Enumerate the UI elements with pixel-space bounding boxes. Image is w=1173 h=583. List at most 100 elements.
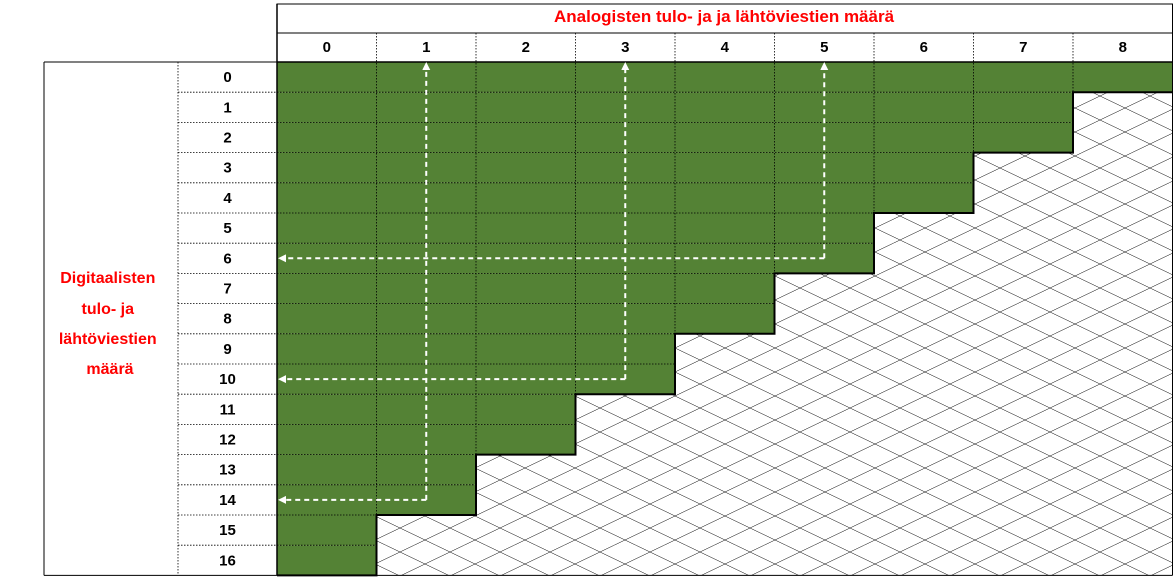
- allowed-cell: [476, 333, 576, 364]
- disallowed-cell: [675, 545, 775, 576]
- column-numbers: 0 1 2 3 4 5 6 7 8: [323, 39, 1127, 56]
- disallowed-cell: [675, 364, 775, 395]
- column-number: 7: [1019, 39, 1027, 56]
- row-number: 4: [223, 190, 232, 207]
- disallowed-cell: [973, 303, 1073, 334]
- disallowed-cell: [1073, 243, 1173, 274]
- allowed-cell: [277, 152, 377, 183]
- allowed-cell: [277, 92, 377, 123]
- allowed-cell: [277, 273, 377, 304]
- disallowed-cell: [973, 213, 1073, 244]
- row-number: 0: [223, 69, 231, 86]
- allowed-cell: [277, 213, 377, 244]
- disallowed-cell: [774, 484, 874, 515]
- allowed-cell: [277, 122, 377, 153]
- disallowed-cell: [675, 424, 775, 455]
- allowed-cell: [874, 182, 974, 213]
- allowed-cell: [376, 424, 476, 455]
- disallowed-cell: [874, 484, 974, 515]
- allowed-cell: [476, 213, 576, 244]
- disallowed-cell: [874, 303, 974, 334]
- allowed-cell: [277, 515, 377, 546]
- allowed-cell: [675, 122, 775, 153]
- row-number: 3: [223, 160, 231, 177]
- disallowed-cell: [1073, 92, 1173, 123]
- disallowed-cell: [1073, 515, 1173, 546]
- disallowed-cell: [1073, 364, 1173, 395]
- disallowed-cell: [973, 545, 1073, 576]
- row-number: 15: [219, 522, 236, 539]
- disallowed-cell: [1073, 333, 1173, 364]
- allowed-cell: [277, 394, 377, 425]
- disallowed-cell: [774, 364, 874, 395]
- allowed-cell: [277, 424, 377, 455]
- allowed-cell: [675, 213, 775, 244]
- allowed-cell: [476, 152, 576, 183]
- disallowed-cell: [575, 454, 675, 485]
- row-number: 14: [219, 492, 236, 509]
- column-number: 1: [422, 39, 430, 56]
- disallowed-cell: [1073, 303, 1173, 334]
- row-number: 1: [223, 99, 231, 116]
- grid-cells: [277, 62, 1173, 576]
- disallowed-cell: [774, 515, 874, 546]
- allowed-cell: [476, 424, 576, 455]
- allowed-cell: [774, 92, 874, 123]
- allowed-cell: [476, 122, 576, 153]
- allowed-cell: [675, 182, 775, 213]
- disallowed-cell: [874, 213, 974, 244]
- disallowed-cell: [575, 484, 675, 515]
- allowed-cell: [874, 92, 974, 123]
- disallowed-cell: [675, 394, 775, 425]
- allowed-cell: [675, 273, 775, 304]
- allowed-cell: [1073, 62, 1173, 93]
- disallowed-cell: [1073, 394, 1173, 425]
- disallowed-cell: [1073, 273, 1173, 304]
- allowed-cell: [973, 122, 1073, 153]
- disallowed-cell: [973, 333, 1073, 364]
- allowed-cell: [675, 92, 775, 123]
- disallowed-cell: [1073, 152, 1173, 183]
- disallowed-cell: [874, 273, 974, 304]
- row-axis-title-line: määrä: [86, 361, 133, 378]
- row-number: 7: [223, 281, 231, 298]
- disallowed-cell: [575, 394, 675, 425]
- allowed-boundary: [277, 91, 1173, 577]
- disallowed-cell: [575, 545, 675, 576]
- disallowed-cell: [774, 545, 874, 576]
- disallowed-cell: [973, 515, 1073, 546]
- disallowed-cell: [675, 454, 775, 485]
- row-axis-title-line: tulo- ja: [82, 301, 135, 318]
- row-number: 9: [223, 341, 231, 358]
- disallowed-cell: [575, 424, 675, 455]
- row-number: 13: [219, 462, 236, 479]
- column-number: 0: [323, 39, 331, 56]
- allowed-cell: [874, 62, 974, 93]
- allowed-cell: [675, 152, 775, 183]
- disallowed-cell: [874, 515, 974, 546]
- row-number: 8: [223, 311, 231, 328]
- disallowed-cell: [874, 364, 974, 395]
- allowed-cell: [575, 303, 675, 334]
- allowed-cell: [277, 182, 377, 213]
- allowed-cell: [774, 182, 874, 213]
- disallowed-cell: [973, 394, 1073, 425]
- disallowed-cell: [973, 243, 1073, 274]
- disallowed-cell: [774, 273, 874, 304]
- allowed-cell: [874, 152, 974, 183]
- row-number: 11: [220, 401, 236, 418]
- disallowed-cell: [973, 484, 1073, 515]
- disallowed-cell: [476, 454, 576, 485]
- allowed-cell: [973, 62, 1073, 93]
- allowed-cell: [277, 545, 377, 576]
- disallowed-cell: [675, 484, 775, 515]
- disallowed-cell: [774, 424, 874, 455]
- row-number: 5: [223, 220, 231, 237]
- allowed-cell: [476, 182, 576, 213]
- column-number: 8: [1119, 39, 1127, 56]
- allowed-cell: [376, 333, 476, 364]
- disallowed-cell: [874, 545, 974, 576]
- disallowed-cell: [1073, 213, 1173, 244]
- allowed-cell: [476, 394, 576, 425]
- column-number: 5: [820, 39, 828, 56]
